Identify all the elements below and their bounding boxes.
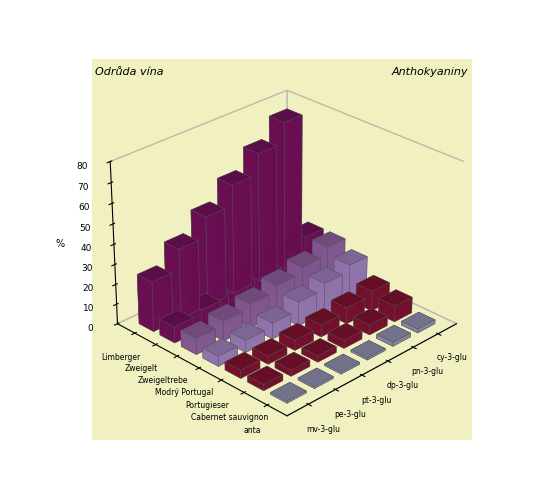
Text: Anthokyaniny: Anthokyaniny (392, 67, 468, 77)
Text: Odrůda vína: Odrůda vína (96, 67, 164, 77)
